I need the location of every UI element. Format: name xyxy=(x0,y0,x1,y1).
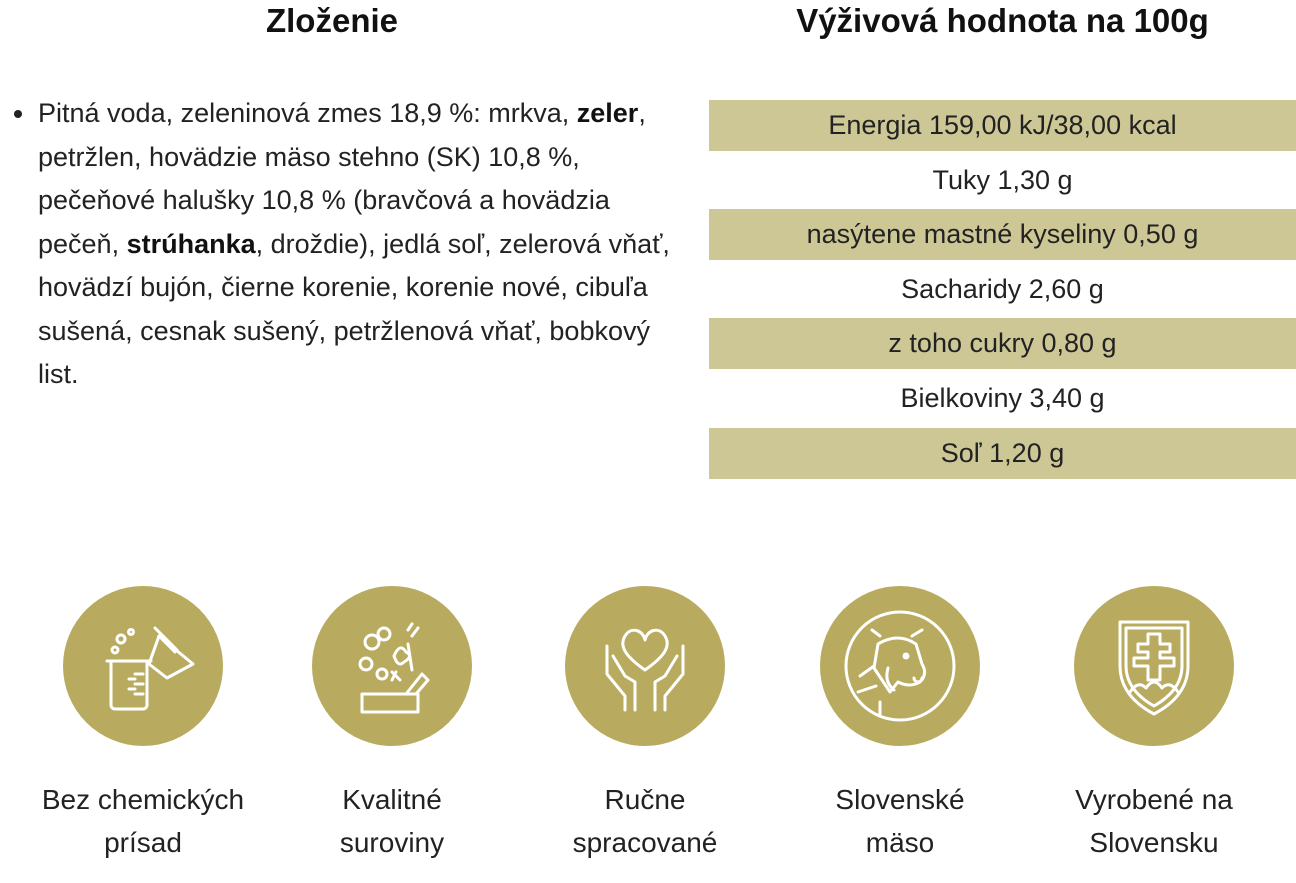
feature-badge xyxy=(63,586,223,746)
allergen-celery: zeler xyxy=(576,98,639,128)
nutrition-row-sugars: z toho cukry 0,80 g xyxy=(709,318,1296,370)
nutrition-row-carbs: Sacharidy 2,60 g xyxy=(901,273,1104,304)
allergen-breadcrumbs: strúhanka xyxy=(126,228,256,259)
ingredients-text-3: , droždie), jedlá soľ, zelerová vňať, ho… xyxy=(38,228,670,390)
nutrition-table: Energia 159,00 kJ/38,00 kcal Tuky 1,30 g… xyxy=(709,100,1296,482)
ingredients-text-2: , petržlen, hovädzie mäso stehno (SK) 10… xyxy=(38,98,646,259)
bullet-icon xyxy=(14,110,22,118)
feature-badge xyxy=(1074,586,1234,746)
nutrition-row-protein: Bielkoviny 3,40 g xyxy=(900,382,1105,413)
nutrition-row-salt: Soľ 1,20 g xyxy=(709,427,1296,479)
feature-label: Kvalitné suroviny xyxy=(339,784,445,858)
feature-quality-ingredients: Kvalitné suroviny xyxy=(252,586,532,864)
feature-slovak-meat: Slovenské mäso xyxy=(760,586,1040,864)
vegetables-icon xyxy=(358,622,430,714)
feature-badge xyxy=(312,586,472,746)
slovak-emblem-icon xyxy=(1118,620,1190,716)
ingredients-item: Pitná voda, zeleninová zmes 18,9 %: mrkv… xyxy=(14,92,690,397)
heading-nutrition: Výživová hodnota na 100g xyxy=(796,2,1209,39)
feature-label: Ručne spracované xyxy=(572,784,718,858)
nutrition-row-energy: Energia 159,00 kJ/38,00 kcal xyxy=(709,100,1296,151)
feature-made-in-slovakia: Vyrobené na Slovensku xyxy=(1014,586,1294,864)
heading-ingredients: Zloženie xyxy=(265,2,399,39)
nutrition-row-saturated: nasýtene mastné kyseliny 0,50 g xyxy=(709,209,1296,261)
lab-flask-icon xyxy=(105,626,195,711)
feature-badge xyxy=(820,586,980,746)
feature-no-chemicals: Bez chemických prísad xyxy=(3,586,283,864)
feature-badge xyxy=(565,586,725,746)
feature-label: Bez chemických prísad xyxy=(41,784,245,858)
feature-label: Slovenské mäso xyxy=(835,784,965,858)
heart-hands-icon xyxy=(605,628,685,712)
feature-handmade: Ručne spracované xyxy=(505,586,785,864)
ingredients-list: Pitná voda, zeleninová zmes 18,9 %: mrkv… xyxy=(10,92,690,397)
cow-icon xyxy=(844,610,956,722)
feature-label: Vyrobené na Slovensku xyxy=(1075,784,1233,858)
ingredients-text-1: Pitná voda, zeleninová zmes 18,9 %: mrkv… xyxy=(38,98,577,128)
nutrition-row-fat: Tuky 1,30 g xyxy=(932,164,1073,195)
